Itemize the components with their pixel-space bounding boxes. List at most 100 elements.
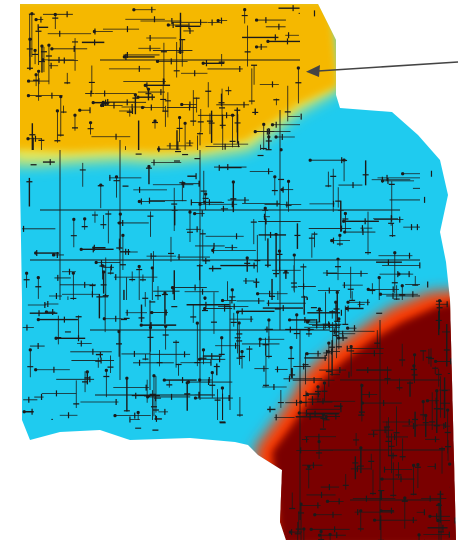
network-node-1191	[434, 359, 438, 364]
network-node-1039	[220, 336, 224, 340]
network-node-631	[137, 264, 141, 269]
network-node-348	[203, 296, 207, 300]
network-node-676	[280, 188, 284, 192]
arrow-shaft	[317, 61, 459, 72]
network-node-893	[163, 291, 167, 295]
network-node-1199	[428, 514, 432, 518]
network-node-45	[180, 102, 184, 107]
network-node-37	[26, 93, 31, 98]
network-node-1336	[328, 532, 332, 537]
network-node-257	[216, 19, 220, 23]
network-node-793	[322, 381, 327, 385]
network-node-160	[153, 119, 157, 123]
network-node-430	[378, 292, 383, 296]
network-node-1279	[327, 341, 331, 345]
network-node-1339	[435, 389, 439, 393]
network-node-202	[254, 18, 259, 22]
network-node-127	[47, 43, 51, 47]
network-node-1146	[446, 408, 450, 412]
network-node-953	[201, 348, 206, 352]
network-node-336	[393, 251, 397, 255]
network-node-510	[400, 284, 404, 288]
network-node-616	[36, 276, 40, 280]
network-node-997	[152, 374, 156, 378]
network-node-356	[188, 210, 192, 214]
network-node-479	[99, 183, 103, 187]
network-node-1178	[412, 364, 416, 368]
network-node-351	[401, 172, 405, 176]
network-node-699	[72, 217, 76, 221]
network-node-1068	[237, 321, 241, 325]
network-node-685	[51, 253, 56, 257]
network-node-240	[166, 23, 170, 27]
network-node-1122	[421, 400, 425, 404]
network-node-1128	[424, 413, 428, 418]
network-node-163	[183, 121, 187, 125]
network-node-836	[289, 346, 293, 350]
network-node-600	[263, 206, 267, 210]
network-node-933	[335, 290, 339, 295]
network-node-1293	[346, 300, 350, 304]
network-node-1071	[125, 376, 129, 380]
network-node-1196	[416, 463, 420, 467]
network-node-269	[140, 105, 145, 110]
network-lines	[22, 5, 456, 540]
network-node-139	[143, 83, 147, 87]
network-node-611	[204, 192, 208, 196]
network-node-1257	[403, 496, 407, 500]
network-node-147	[243, 8, 247, 12]
network-node-260	[132, 8, 136, 12]
network-node-871	[267, 318, 271, 322]
network-node-1083	[321, 412, 325, 417]
network-node-1166	[349, 345, 353, 349]
network-node-923	[240, 349, 244, 354]
network-node-501	[292, 253, 296, 257]
network-node-1185	[346, 326, 350, 330]
network-node-704	[71, 271, 75, 275]
network-node-900	[113, 414, 117, 418]
network-node-298	[34, 18, 38, 22]
network-node-449	[308, 158, 312, 162]
network-node-570	[117, 221, 122, 225]
arrow-head	[306, 65, 320, 77]
network-node-577	[121, 233, 125, 237]
network-node-1348	[436, 518, 440, 523]
network-node-40	[266, 39, 270, 43]
network-node-1111	[345, 306, 349, 311]
network-node-507	[94, 260, 98, 265]
network-node-548	[286, 179, 291, 183]
network-node-1351	[359, 446, 363, 450]
network-node-1012	[185, 381, 189, 385]
network-node-275	[55, 109, 59, 113]
network-node-180	[254, 45, 259, 49]
network-node-1015	[195, 321, 199, 325]
network-node-310	[37, 69, 41, 73]
network-node-945	[85, 370, 89, 374]
network-node-771	[298, 400, 303, 404]
network-node-1306	[360, 383, 364, 388]
network-node-942	[305, 352, 309, 356]
network-node-1390	[372, 518, 377, 522]
network-node-322	[40, 44, 44, 48]
network-node-518	[25, 271, 29, 275]
network-node-2	[26, 137, 30, 141]
network-node-1093	[305, 320, 310, 324]
network-node-858	[203, 306, 207, 311]
network-node-1088	[288, 530, 292, 534]
network-node-515	[342, 219, 346, 223]
network-node-177	[155, 59, 160, 63]
network-node-1303	[334, 300, 338, 304]
network-node-372	[245, 256, 249, 260]
network-node-905	[22, 410, 26, 414]
network-node-593	[273, 175, 277, 179]
network-node-985	[258, 337, 262, 341]
network-node-12	[274, 135, 278, 139]
network-node-545	[277, 249, 282, 253]
network-node-1260	[307, 464, 311, 469]
network-node-1300	[305, 392, 309, 396]
network-node-1357	[448, 462, 452, 466]
network-node-79	[88, 121, 93, 125]
